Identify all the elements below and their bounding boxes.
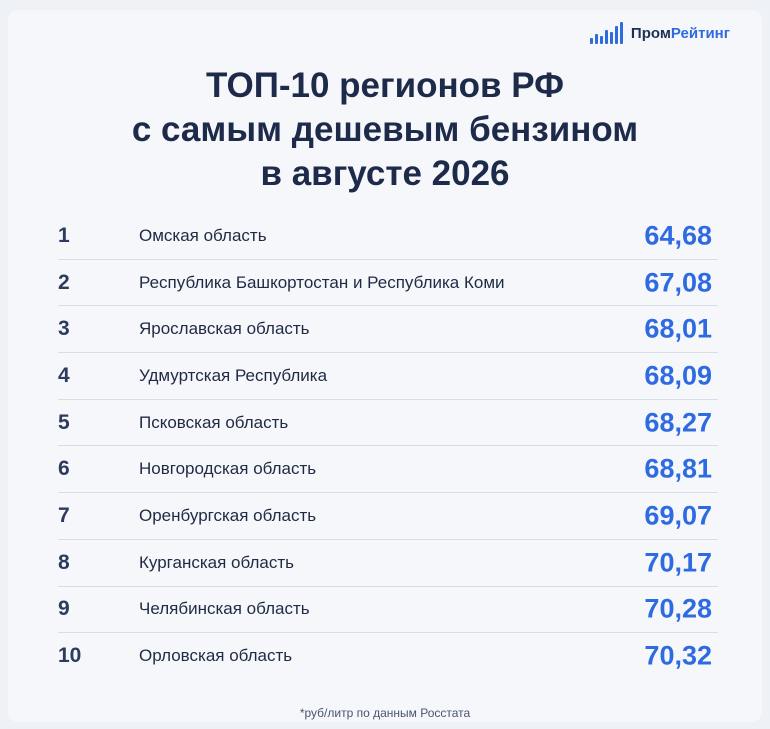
region-name: Оренбургская область [139, 505, 317, 525]
footnote: *руб/литр по данным Росстата [299, 706, 471, 720]
rank-number: 10 [58, 644, 82, 668]
list-item: 9 Челябинская область 70,28 [58, 587, 718, 634]
list-item: 3 Ярославская область 68,01 [58, 306, 718, 354]
list-item: 1 Омская область 64,68 [58, 213, 718, 260]
list-item: 6 Новгородская область 68,81 [58, 446, 718, 494]
region-name: Курганская область [139, 552, 294, 572]
price-value: 68,01 [644, 313, 712, 344]
brand-name: ПромРейтинг [630, 24, 730, 42]
rank-number: 6 [58, 457, 70, 481]
rank-number: 3 [58, 317, 70, 341]
bar-chart-icon [589, 22, 623, 44]
list-item: 8 Курганская область 70,17 [58, 540, 718, 587]
region-name: Псковская область [139, 412, 289, 432]
region-name: Новгородская область [139, 459, 317, 479]
price-value: 68,81 [644, 453, 712, 484]
title-line-2: с самым дешевым бензином [131, 110, 639, 149]
title-line-3: в августе 2026 [260, 154, 510, 193]
region-name: Орловская область [139, 646, 293, 666]
price-value: 68,27 [644, 407, 712, 438]
list-item: 7 Оренбургская область 69,07 [58, 493, 718, 540]
page-title: ТОП-10 регионов РФ с самым дешевым бензи… [0, 64, 770, 196]
rank-number: 4 [58, 363, 70, 387]
price-value: 70,32 [644, 640, 712, 671]
list-item: 5 Псковская область 68,27 [58, 400, 718, 447]
region-name: Республика Башкортостан и Республика Ком… [139, 272, 505, 292]
ranking-list: 1 Омская область 64,68 2 Республика Башкорто… [58, 213, 718, 679]
price-value: 70,17 [644, 547, 712, 578]
brand-logo: ПромРейтинг [589, 22, 730, 44]
list-item: 4 Удмуртская Республика 68,09 [58, 353, 718, 400]
region-name: Челябинская область [139, 599, 310, 619]
rank-number: 2 [58, 270, 70, 294]
rank-number: 8 [58, 550, 70, 574]
region-name: Удмуртская Республика [139, 365, 328, 385]
list-item: 10 Орловская область 70,32 [58, 633, 718, 679]
infographic-card [8, 10, 762, 722]
price-value: 68,09 [644, 360, 712, 391]
rank-number: 1 [58, 223, 70, 247]
rank-number: 5 [58, 410, 70, 434]
region-name: Ярославская область [139, 319, 310, 339]
price-value: 64,68 [644, 220, 712, 251]
rank-number: 9 [58, 597, 70, 621]
price-value: 70,28 [644, 593, 712, 624]
rank-number: 7 [58, 503, 70, 527]
region-name: Омская область [139, 225, 267, 245]
list-item: 2 Республика Башкортостан и Республика Ко… [58, 260, 718, 307]
price-value: 67,08 [644, 267, 712, 298]
title-line-1: ТОП-10 регионов РФ [205, 66, 565, 105]
price-value: 69,07 [644, 500, 712, 531]
